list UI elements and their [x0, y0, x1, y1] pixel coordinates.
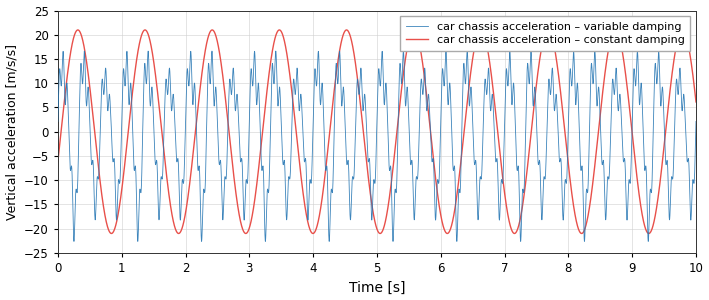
X-axis label: Time [s]: Time [s] — [349, 280, 406, 294]
car chassis acceleration – variable damping — [510, 110, 519, 113]
car chassis acceleration – variable damping — [54, 120, 62, 123]
car chassis acceleration – constant damping — [510, 232, 519, 235]
car chassis acceleration – variable damping — [213, 109, 221, 113]
Legend: car chassis acceleration – variable damping, car chassis acceleration – constant: car chassis acceleration – variable damp… — [401, 16, 691, 51]
car chassis acceleration – constant damping — [355, 96, 364, 100]
car chassis acceleration – constant damping — [650, 217, 659, 220]
car chassis acceleration – constant damping — [54, 160, 62, 163]
car chassis acceleration – variable damping — [463, 53, 471, 57]
car chassis acceleration – constant damping — [443, 232, 452, 235]
Line: car chassis acceleration – variable damping: car chassis acceleration – variable damp… — [58, 51, 696, 242]
car chassis acceleration – constant damping — [463, 97, 471, 101]
car chassis acceleration – variable damping — [197, 240, 206, 243]
Line: car chassis acceleration – constant damping: car chassis acceleration – constant damp… — [58, 30, 696, 233]
car chassis acceleration – variable damping — [80, 49, 89, 53]
Y-axis label: Vertical acceleration [m/s/s]: Vertical acceleration [m/s/s] — [6, 44, 18, 220]
car chassis acceleration – constant damping — [440, 226, 448, 230]
car chassis acceleration – constant damping — [213, 38, 221, 42]
car chassis acceleration – variable damping — [440, 83, 448, 87]
car chassis acceleration – variable damping — [355, 84, 364, 88]
car chassis acceleration – constant damping — [692, 100, 700, 104]
car chassis acceleration – constant damping — [208, 28, 216, 32]
car chassis acceleration – variable damping — [650, 69, 659, 73]
car chassis acceleration – variable damping — [692, 120, 700, 123]
